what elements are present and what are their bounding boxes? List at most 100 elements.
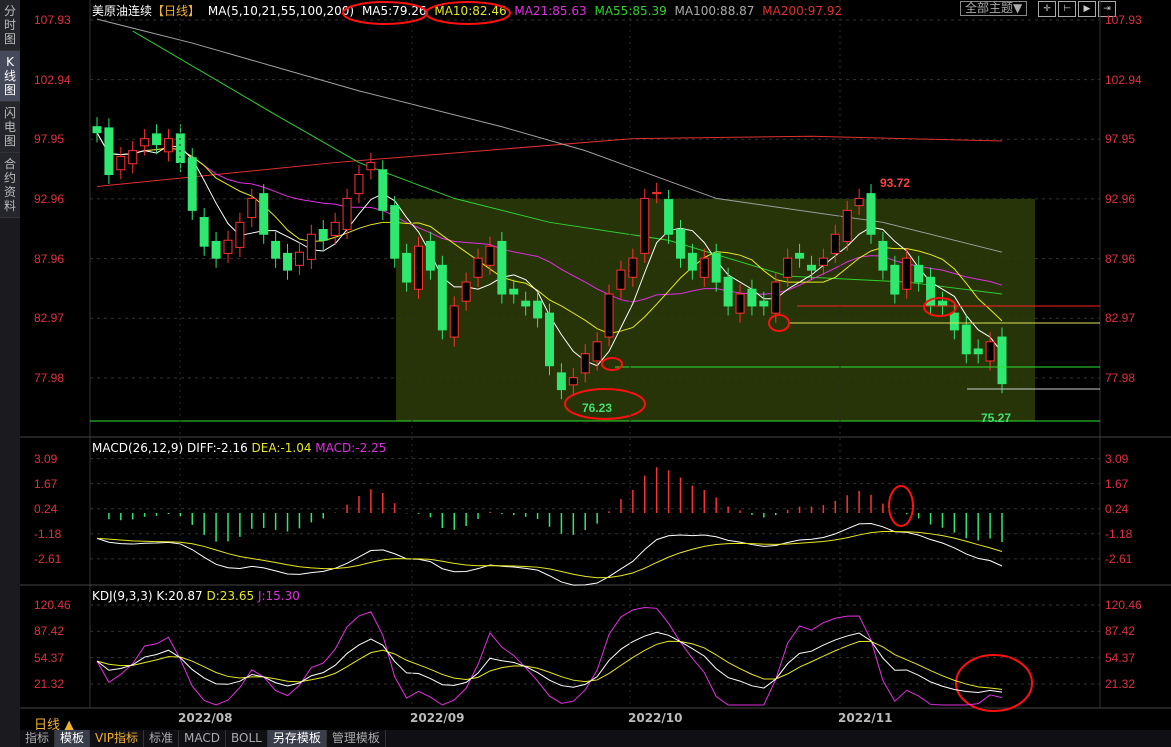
red-circle-annotation (342, 1, 428, 25)
bottom-tab-6[interactable]: 另存模板 (267, 730, 327, 747)
bottom-tab-3[interactable]: 标准 (144, 730, 180, 747)
candle-body (771, 281, 781, 314)
ma21-value: MA21:85.63 (514, 4, 587, 18)
macd-label-right: 0.24 (1105, 501, 1129, 516)
candle-body (283, 252, 293, 271)
zoom-in-icon[interactable]: ⊢ (1058, 1, 1076, 17)
price-label-left: 107.93 (34, 13, 71, 27)
candle-body (842, 209, 852, 242)
candle-body (723, 276, 733, 307)
k-line (96, 631, 1003, 693)
candle-body (259, 193, 269, 235)
bottom-tab-4[interactable]: MACD (179, 730, 227, 747)
highlight-zone (396, 198, 1035, 421)
candle-body (354, 174, 364, 195)
candle-body (402, 252, 412, 283)
candle-body (640, 197, 650, 254)
candle-body (199, 217, 209, 247)
candle-body (878, 240, 888, 271)
candle-body (366, 162, 376, 171)
macd-label-right: -1.18 (1105, 526, 1133, 541)
ma200-line (96, 135, 1003, 187)
kdj-j: J:15.30 (257, 589, 300, 603)
candle-body (795, 252, 805, 259)
candle-body (759, 300, 769, 307)
macd-diff: DIFF:-2.16 (186, 441, 248, 455)
candle-body (104, 127, 114, 176)
kdj-legend: KDJ(9,3,3) K:20.87 D:23.65 J:15.30 (92, 589, 300, 603)
candle-body (318, 228, 328, 241)
sidebar-tab-0[interactable]: 分时图 (0, 0, 20, 51)
kdj-label-right: 87.42 (1105, 624, 1136, 639)
macd-label-left: 1.67 (34, 476, 58, 491)
candle-body (342, 197, 352, 230)
period-label: 【日线】 (152, 4, 201, 18)
candle-body (735, 293, 745, 314)
candle-body (783, 257, 793, 278)
date-label: 2022/08 (178, 711, 232, 725)
candle-body (187, 157, 197, 211)
candle-body (485, 245, 495, 266)
candle-body (473, 257, 483, 278)
crosshair-icon[interactable]: ✛ (1038, 1, 1056, 17)
price-label-right: 102.94 (1105, 72, 1142, 87)
candle-body (509, 288, 519, 295)
low-price-label: 75.27 (981, 411, 1011, 425)
candle-body (616, 269, 626, 290)
candle-body (949, 312, 959, 331)
candle-body (211, 240, 221, 259)
j-line (96, 607, 1003, 706)
candle-body (556, 372, 566, 391)
red-circle-annotation (564, 388, 646, 420)
bottom-tab-1[interactable]: 模板 (55, 730, 91, 747)
play-icon[interactable]: ▶ (1078, 1, 1096, 17)
macd-label-left: 3.09 (34, 451, 58, 466)
price-label-left: 82.97 (34, 311, 65, 326)
candle-body (937, 300, 947, 307)
ma200-value: MA200:97.92 (762, 4, 843, 18)
ma21-line (96, 132, 1003, 303)
high-price-label: 93.72 (880, 176, 910, 190)
d-line (96, 640, 1003, 690)
price-label-left: 97.95 (34, 132, 65, 147)
ma10-line (96, 132, 1003, 334)
bottom-tab-5[interactable]: BOLL (226, 730, 268, 747)
price-label-right: 77.98 (1105, 370, 1136, 385)
date-label: 2022/11 (838, 711, 892, 725)
red-circle-annotation (601, 357, 623, 371)
candle-body (437, 264, 447, 331)
price-label-left: 92.96 (34, 191, 65, 206)
candle-body (973, 348, 983, 355)
theme-dropdown[interactable]: 全部主题▼ (960, 1, 1028, 16)
candle-body (140, 138, 150, 147)
bottom-tab-0[interactable]: 指标 (20, 730, 56, 747)
sidebar-tab-3[interactable]: 合约资料 (0, 153, 20, 218)
candle-body (271, 240, 281, 259)
ma-params[interactable]: MA(5,10,21,55,100,200) (207, 4, 355, 18)
ma-header: 美原油连续【日线】 MA(5,10,21,55,100,200) MA5:79.… (92, 2, 846, 19)
candle-body (497, 240, 507, 295)
diff-line (96, 523, 1003, 586)
candle-body (675, 228, 685, 259)
candle-body (652, 191, 662, 195)
kdj-d: D:23.65 (206, 589, 255, 603)
candle-body (711, 252, 721, 283)
goto-end-icon[interactable]: ⇥ (1098, 1, 1116, 17)
candle-body (378, 169, 388, 211)
candle-body (985, 341, 995, 362)
red-circle-annotation (955, 654, 1033, 712)
macd-label-right: 1.67 (1105, 476, 1129, 491)
ma55-value: MA55:85.39 (594, 4, 667, 18)
period-selector[interactable]: 日线 ▲ (34, 718, 75, 733)
candle-body (818, 257, 828, 266)
date-label: 2022/10 (628, 711, 682, 725)
candle-body (830, 233, 840, 254)
ma100-value: MA100:88.87 (674, 4, 755, 18)
bottom-tab-2[interactable]: VIP指标 (90, 730, 145, 747)
candle-body (425, 240, 435, 271)
candle-body (414, 245, 424, 290)
sidebar-tab-2[interactable]: 闪电图 (0, 102, 20, 153)
bottom-tab-7[interactable]: 管理模板 (327, 730, 386, 747)
